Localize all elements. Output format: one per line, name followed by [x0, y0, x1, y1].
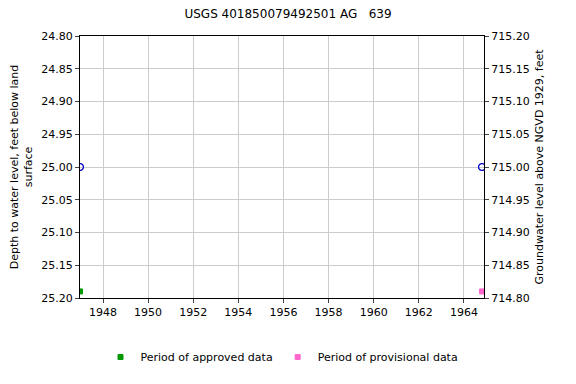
svg-text:1950: 1950 — [134, 306, 162, 319]
svg-text:25.10: 25.10 — [41, 226, 73, 239]
svg-text:Depth to water level, feet bel: Depth to water level, feet below landsur… — [8, 65, 35, 270]
svg-text:714.80: 714.80 — [491, 292, 530, 305]
svg-text:715.15: 715.15 — [491, 63, 530, 76]
svg-text:715.20: 715.20 — [491, 30, 530, 43]
svg-text:1952: 1952 — [179, 306, 207, 319]
svg-text:1956: 1956 — [269, 306, 297, 319]
svg-text:714.95: 714.95 — [491, 194, 530, 207]
svg-text:25.05: 25.05 — [41, 194, 73, 207]
svg-text:25.00: 25.00 — [41, 161, 73, 174]
svg-text:714.90: 714.90 — [491, 226, 530, 239]
svg-text:25.15: 25.15 — [41, 259, 73, 272]
svg-text:1948: 1948 — [89, 306, 117, 319]
svg-text:1954: 1954 — [224, 306, 252, 319]
svg-text:USGS 401850079492501 AG 639: USGS 401850079492501 AG 639 — [184, 7, 391, 21]
svg-text:715.10: 715.10 — [491, 95, 530, 108]
svg-text:714.85: 714.85 — [491, 259, 530, 272]
svg-text:Groundwater level above NGVD 1: Groundwater level above NGVD 1929, feet — [533, 49, 546, 285]
svg-text:1962: 1962 — [405, 306, 433, 319]
svg-text:Period of provisional data: Period of provisional data — [318, 351, 458, 364]
svg-text:1964: 1964 — [450, 306, 478, 319]
svg-text:25.20: 25.20 — [41, 292, 73, 305]
svg-text:24.85: 24.85 — [41, 63, 73, 76]
svg-text:715.00: 715.00 — [491, 161, 530, 174]
svg-text:1960: 1960 — [360, 306, 388, 319]
svg-text:Period of approved data: Period of approved data — [141, 351, 273, 364]
svg-text:715.05: 715.05 — [491, 128, 530, 141]
svg-text:1958: 1958 — [315, 306, 343, 319]
svg-text:24.90: 24.90 — [41, 95, 73, 108]
svg-text:24.80: 24.80 — [41, 30, 73, 43]
svg-text:24.95: 24.95 — [41, 128, 73, 141]
